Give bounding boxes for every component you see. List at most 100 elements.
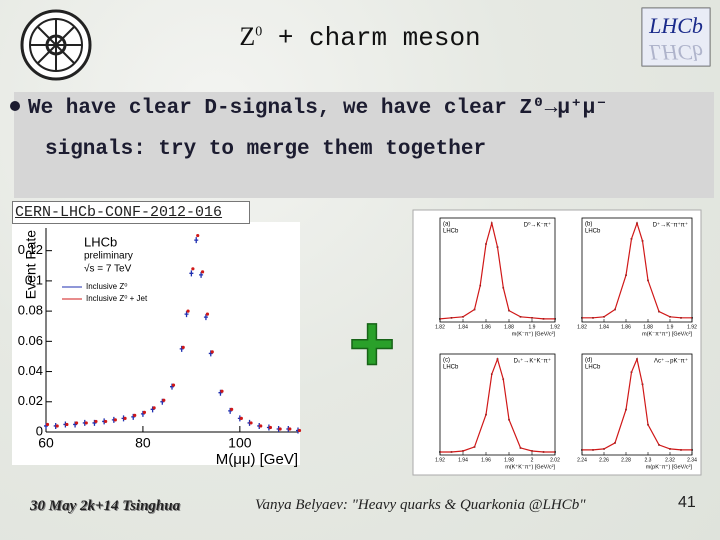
data-point [184, 311, 189, 318]
title-rest: + charm meson [277, 23, 481, 53]
x-tick-label: 1.92 [550, 324, 560, 330]
y-tick-label: 0.06 [18, 333, 43, 348]
data-point [268, 425, 273, 430]
panel-label: (c) [443, 358, 450, 364]
legend-label: Inclusive Z⁰ + Jet [86, 294, 148, 303]
x-tick-label: 1.9 [667, 324, 674, 330]
y-tick-label: 0 [36, 423, 43, 438]
title-symbol: Z [239, 22, 256, 51]
x-tick-label: 2.34 [687, 457, 697, 463]
data-point [297, 428, 302, 433]
annotation: LHCb [84, 234, 117, 249]
data-point [113, 418, 117, 422]
data-point [171, 383, 176, 387]
x-tick-label: 80 [135, 435, 151, 451]
data-point [152, 406, 156, 410]
content-band [14, 92, 714, 198]
legend-label: Inclusive Z⁰ [86, 282, 127, 291]
x-tick-label: 1.96 [481, 457, 491, 463]
x-axis-label: m(K⁺K⁻π⁺) [GeV/c²] [505, 463, 555, 470]
x-axis-label: m(K⁻π⁺) [GeV/c²] [512, 330, 556, 337]
panel-title: Λc⁺→pK⁻π⁺ [654, 358, 688, 365]
y-tick-label: 0.1 [25, 272, 43, 287]
data-point [288, 427, 292, 431]
data-point [191, 267, 195, 271]
data-point [104, 419, 108, 424]
y-tick-label: 0.08 [18, 303, 43, 318]
right-logo: LHCb LHCb [641, 7, 711, 67]
fit-line [582, 221, 692, 319]
panel-annotation: LHCb [443, 229, 459, 235]
x-tick-label: 1.92 [687, 324, 697, 330]
panel-label: (b) [585, 222, 592, 228]
data-point [203, 314, 208, 321]
data-point [84, 421, 88, 425]
bullet-line: We have clear D-signals, we have clear Z… [28, 97, 608, 120]
panel-frame [581, 217, 693, 323]
data-point [220, 389, 224, 393]
svg-text:LHCb: LHCb [648, 40, 703, 65]
fit-line [440, 357, 555, 453]
panel-annotation: LHCb [585, 365, 601, 371]
x-tick-label: 1.88 [643, 324, 653, 330]
x-tick-label: 1.92 [435, 457, 445, 463]
data-point [278, 427, 282, 431]
bullet-dot [10, 101, 20, 111]
fit-line [439, 220, 555, 320]
x-axis-label: M(μμ) [GeV] [216, 451, 298, 468]
x-tick-label: 2 [531, 457, 534, 463]
logo-text: LHCb [648, 13, 703, 38]
panel-title: D⁺→K⁻π⁺π⁺ [653, 222, 688, 229]
y-tick-label: 0.12 [18, 242, 43, 257]
page-number: 41 [678, 494, 696, 511]
y-tick-label: 0.04 [18, 363, 43, 378]
data-point [94, 419, 98, 424]
slide-title: Z0 + charm meson [0, 22, 720, 53]
x-tick-label: 1.82 [577, 324, 587, 330]
data-point [133, 413, 137, 417]
x-tick-label: 60 [38, 435, 54, 451]
data-point [186, 309, 190, 313]
x-tick-label: 2.3 [645, 457, 652, 463]
bullet-line: signals: try to merge them together [45, 138, 487, 161]
data-point [205, 312, 210, 316]
x-tick-label: 1.86 [481, 324, 491, 330]
x-tick-label: 2.28 [621, 457, 631, 463]
x-tick-label: 2.24 [577, 457, 587, 463]
panel-annotation: LHCb [443, 365, 459, 371]
x-axis-label: m(pK⁻π⁺) [GeV/c²] [646, 463, 693, 470]
data-point [259, 424, 263, 428]
y-tick-label: 0.02 [18, 393, 43, 408]
panel-label: (a) [443, 222, 450, 228]
x-tick-label: 1.88 [504, 324, 514, 330]
right-figure-box [412, 209, 702, 476]
reference: CERN-LHCb-CONF-2012-016 [12, 201, 250, 224]
data-point [196, 233, 200, 238]
data-point [142, 410, 147, 414]
x-tick-label: 1.94 [458, 457, 468, 463]
x-tick-label: 100 [228, 435, 252, 451]
panel-frame [439, 353, 556, 456]
data-point [239, 416, 243, 420]
y-axis-label: Event Rate [23, 230, 39, 299]
x-tick-label: 1.84 [599, 324, 609, 330]
panel-title: D⁰→K⁻π⁺ [524, 222, 551, 229]
x-tick-label: 2.02 [550, 457, 560, 463]
data-point [123, 416, 127, 420]
footer-date: 30 May 2k+14 Tsinghua [30, 498, 181, 514]
x-tick-label: 1.82 [435, 324, 445, 330]
panel-title: Dₛ⁺→K⁺K⁻π⁺ [514, 358, 551, 365]
data-point [189, 270, 194, 277]
plus-sign: + [349, 299, 396, 388]
footer-author: Vanya Belyaev: "Heavy quarks & Quarkonia… [255, 497, 586, 513]
panel-annotation: LHCb [585, 229, 601, 235]
x-tick-label: 1.9 [529, 324, 536, 330]
annotation: preliminary [84, 251, 133, 262]
data-point [45, 422, 50, 427]
x-tick-label: 1.84 [458, 324, 468, 330]
x-tick-label: 1.86 [621, 324, 631, 330]
x-tick-label: 2.26 [599, 457, 609, 463]
annotation: √s = 7 TeV [84, 263, 132, 275]
